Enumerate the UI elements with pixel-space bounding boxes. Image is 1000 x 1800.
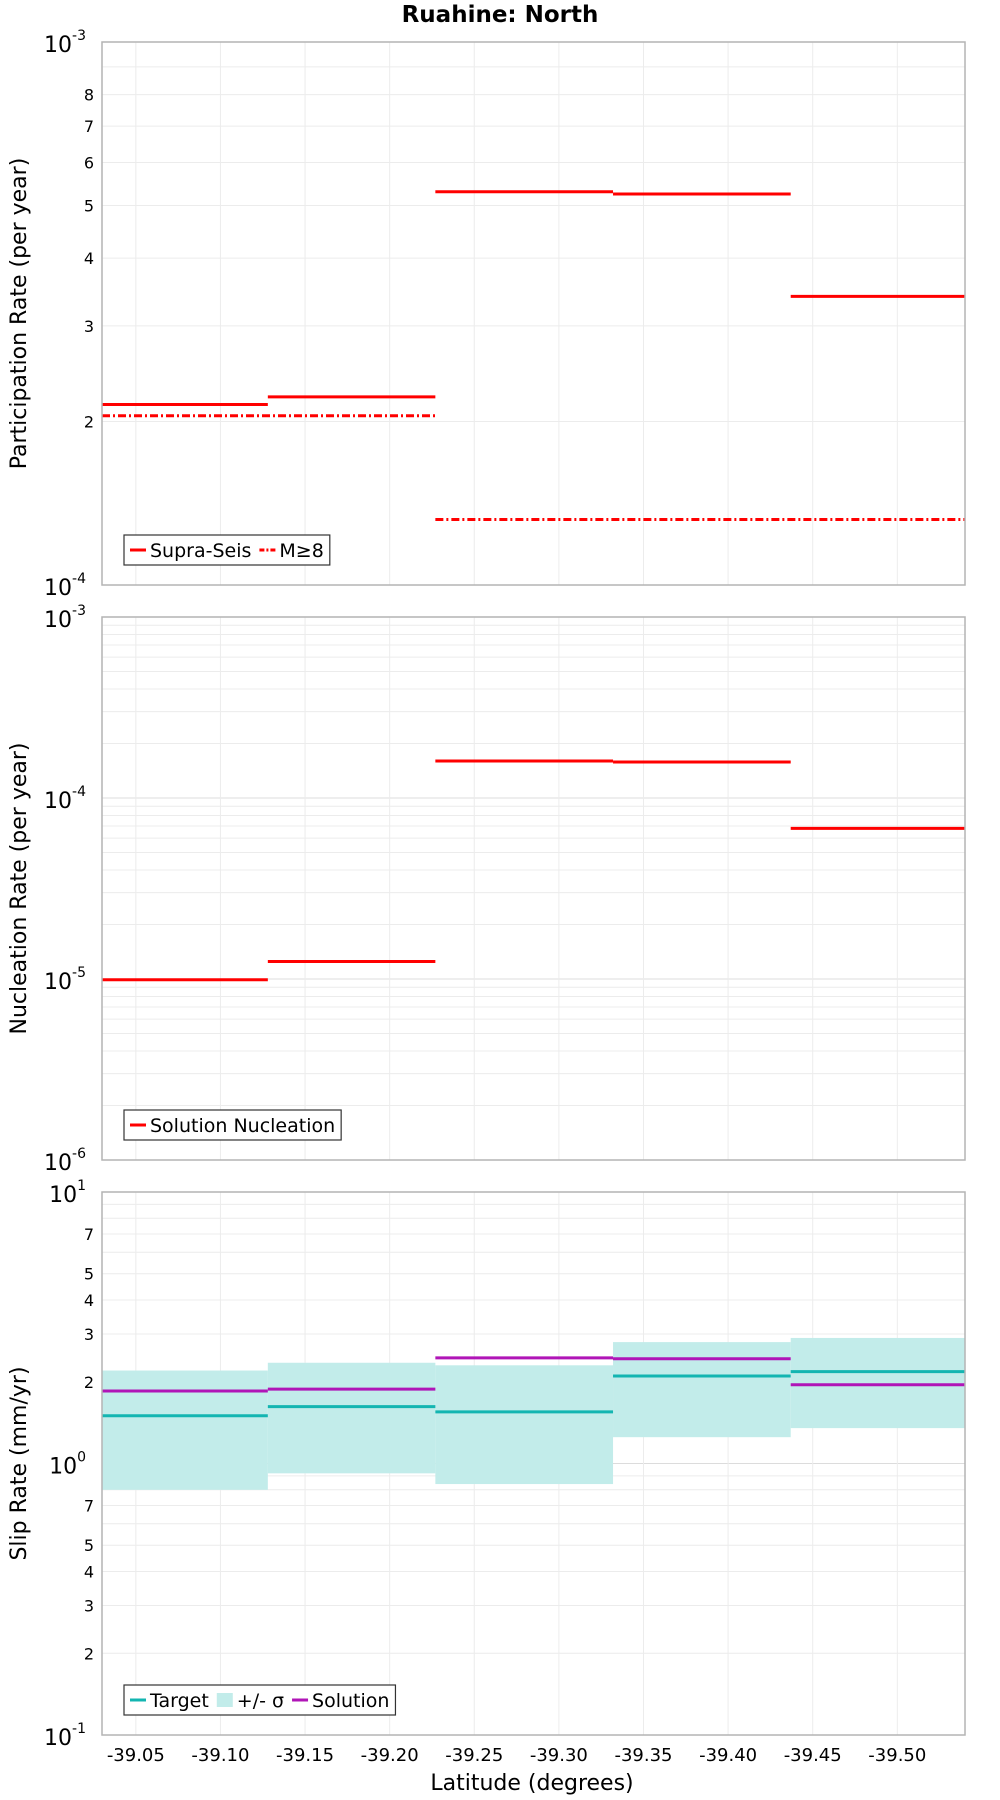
y-tick-label: 10-4 bbox=[44, 571, 86, 601]
y-tick-label: 4 bbox=[84, 1291, 94, 1310]
band-segment bbox=[613, 1342, 791, 1438]
legend-box bbox=[123, 534, 331, 566]
y-tick-label: 5 bbox=[84, 196, 94, 215]
band-segment bbox=[435, 1365, 614, 1485]
y-tick-label: 4 bbox=[84, 249, 94, 268]
y-axis-label: Nucleation Rate (per year) bbox=[7, 743, 32, 1035]
y-tick-label: 4 bbox=[84, 1563, 94, 1582]
y-tick-label: 10-6 bbox=[44, 1146, 86, 1176]
y-tick-label: 7 bbox=[84, 1225, 94, 1244]
legend-label: Target bbox=[149, 1690, 209, 1712]
y-tick-label: 7 bbox=[84, 117, 94, 136]
legend-box bbox=[123, 1109, 342, 1141]
x-tick-label: -39.10 bbox=[191, 1745, 249, 1766]
y-tick-label: 101 bbox=[49, 1178, 86, 1208]
band-segment bbox=[790, 1337, 965, 1429]
series-solution-nucleation bbox=[102, 759, 965, 982]
y-tick-label: 8 bbox=[84, 86, 94, 105]
y-tick-label: 2 bbox=[84, 413, 94, 432]
x-tick-label: -39.05 bbox=[107, 1745, 165, 1766]
series-solution bbox=[102, 1356, 965, 1393]
x-tick-label: -39.30 bbox=[530, 1745, 588, 1766]
y-axis-label: Participation Rate (per year) bbox=[7, 158, 32, 470]
x-tick-label: -39.15 bbox=[276, 1745, 334, 1766]
y-tick-label: 10-1 bbox=[44, 1721, 86, 1751]
x-tick-label: -39.45 bbox=[784, 1745, 842, 1766]
legend-label: Supra-Seis bbox=[150, 540, 251, 562]
plot-area bbox=[102, 42, 965, 585]
series-target bbox=[102, 1370, 965, 1418]
x-tick-label: -39.40 bbox=[699, 1745, 757, 1766]
x-axis-label: Latitude (degrees) bbox=[430, 1771, 633, 1796]
y-tick-label: 3 bbox=[84, 317, 94, 336]
plot-frame bbox=[101, 616, 966, 1161]
y-tick-label: 5 bbox=[84, 1536, 94, 1555]
legend-label: +/- σ bbox=[237, 1690, 284, 1712]
y-tick-label: 100 bbox=[49, 1450, 86, 1480]
grid bbox=[102, 617, 965, 1161]
y-tick-label: 3 bbox=[84, 1596, 94, 1615]
y-tick-label: 2 bbox=[84, 1644, 94, 1663]
legend-label: Solution bbox=[312, 1690, 389, 1712]
plot-area bbox=[102, 617, 965, 1160]
plot-frame bbox=[101, 41, 966, 586]
legend-label: M≥8 bbox=[279, 540, 323, 562]
y-tick-label: 7 bbox=[84, 1497, 94, 1516]
x-tick-label: -39.35 bbox=[614, 1745, 672, 1766]
legend-box bbox=[123, 1684, 397, 1716]
y-tick-label: 5 bbox=[84, 1265, 94, 1284]
legend-label: Solution Nucleation bbox=[150, 1115, 335, 1137]
y-tick-label: 10-3 bbox=[44, 603, 86, 633]
x-tick-label: -39.50 bbox=[868, 1745, 926, 1766]
x-tick-label: -39.20 bbox=[361, 1745, 419, 1766]
series-supra-seis bbox=[102, 190, 965, 406]
legend: Supra-Seis M≥8 bbox=[123, 534, 331, 566]
y-tick-label: 2 bbox=[84, 1373, 94, 1392]
y-tick-label: 10-5 bbox=[44, 965, 86, 995]
y-tick-label: 10-3 bbox=[44, 28, 86, 58]
grid bbox=[102, 42, 965, 586]
chart-title: Ruahine: North bbox=[402, 2, 599, 28]
y-tick-label: 6 bbox=[84, 153, 94, 172]
legend: Target +/- σ Solution bbox=[123, 1684, 397, 1716]
x-tick-label: -39.25 bbox=[445, 1745, 503, 1766]
y-axis-label: Slip Rate (mm/yr) bbox=[7, 1366, 32, 1560]
band-segment bbox=[102, 1370, 268, 1490]
legend-swatch bbox=[216, 1693, 233, 1707]
series-m-8 bbox=[102, 414, 965, 522]
panel-2: Nucleation Rate (per year) 10-6 10-5 10-4 10… bbox=[7, 603, 966, 1176]
y-tick-label: 10-4 bbox=[44, 784, 86, 814]
panel-3: Slip Rate (mm/yr) 10-1 100 101 2 3 4 5 7 2 3 4 5 7 -39… bbox=[7, 1178, 966, 1766]
band-segment bbox=[267, 1362, 436, 1474]
y-tick-label: 3 bbox=[84, 1325, 94, 1344]
plot-frame bbox=[101, 1191, 966, 1736]
legend: Solution Nucleation bbox=[123, 1109, 342, 1141]
panel-1: Participation Rate (per year) 10-4 10-3 2 3 4… bbox=[7, 28, 966, 601]
